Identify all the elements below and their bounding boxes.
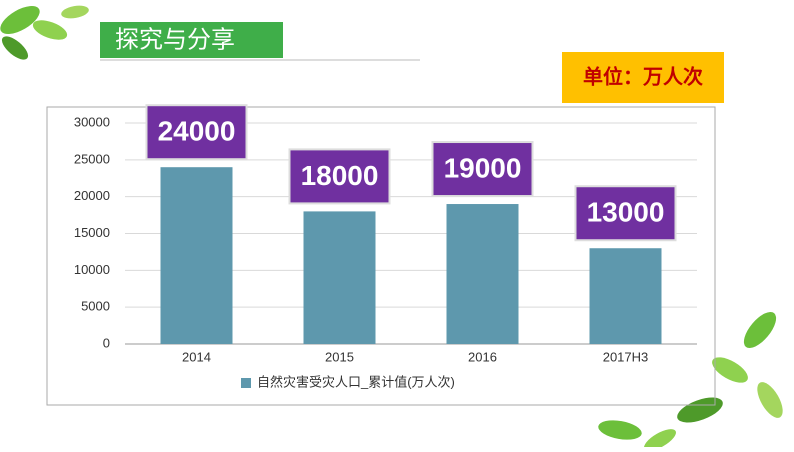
value-label: 13000 <box>587 197 665 228</box>
y-tick-label: 0 <box>103 335 110 350</box>
y-tick-label: 10000 <box>74 262 110 277</box>
x-tick-label: 2016 <box>468 349 497 364</box>
x-tick-label: 2015 <box>325 349 354 364</box>
chart-frame <box>46 106 716 406</box>
value-label-box <box>145 104 248 161</box>
value-label-box <box>574 185 677 242</box>
legend-label: 自然灾害受灾人口_累计值(万人次) <box>257 374 455 389</box>
x-tick-label: 2017H3 <box>603 349 649 364</box>
x-tick-label: 2014 <box>182 349 211 364</box>
y-tick-label: 25000 <box>74 151 110 166</box>
y-tick-label: 5000 <box>81 299 110 314</box>
unit-note: 单位：万人次 <box>583 64 703 88</box>
legend-swatch <box>241 378 251 388</box>
unit-box <box>562 52 724 103</box>
value-label: 18000 <box>301 160 379 191</box>
y-tick-label: 30000 <box>74 114 110 129</box>
value-label-box <box>288 148 391 205</box>
y-tick-label: 20000 <box>74 188 110 203</box>
bar <box>160 167 233 344</box>
y-tick-label: 15000 <box>74 225 110 240</box>
bar <box>303 211 376 344</box>
header-title: 探究与分享 <box>115 26 235 53</box>
value-label-box <box>431 141 534 198</box>
header-box <box>100 22 283 58</box>
value-label: 24000 <box>158 116 236 147</box>
bar <box>446 204 519 344</box>
bar <box>589 248 662 344</box>
value-label: 19000 <box>444 152 522 183</box>
